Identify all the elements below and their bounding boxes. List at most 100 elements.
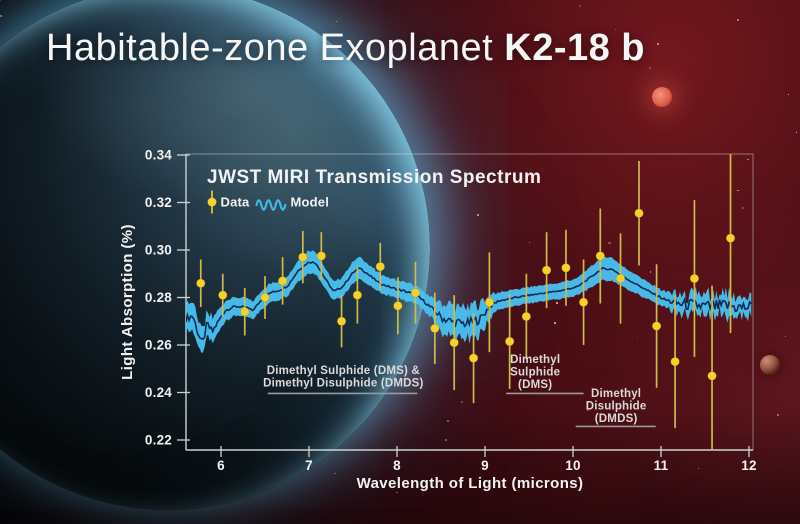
annotation-text: Sulphide <box>510 367 560 379</box>
star <box>477 213 480 216</box>
x-tick-label: 7 <box>305 458 313 473</box>
star <box>737 189 739 192</box>
data-point <box>505 336 515 347</box>
page-title-regular: Habitable-zone Exoplanet <box>46 27 494 69</box>
star <box>736 18 739 22</box>
star <box>460 401 463 404</box>
star <box>396 491 398 494</box>
x-tick-label: 8 <box>393 458 401 473</box>
data-point <box>430 323 440 333</box>
annotation-text: Dimethyl <box>510 354 560 366</box>
x-tick-label: 9 <box>481 458 489 473</box>
star <box>515 390 517 391</box>
legend-model-label: Model <box>291 195 330 210</box>
y-tick-label: 0.30 <box>145 243 172 258</box>
annotation-text: Dimethyl Disulphide (DMDS) <box>263 377 423 389</box>
y-ticks: 0.22 0.24 0.26 0.28 0.30 0.32 0.34 <box>145 148 190 448</box>
data-point <box>393 301 403 311</box>
page-title-bold: K2-18 b <box>504 27 646 69</box>
star <box>741 207 744 210</box>
data-point <box>352 290 363 300</box>
y-tick-label: 0.24 <box>145 385 172 400</box>
data-point <box>410 288 421 298</box>
data-point <box>689 273 700 284</box>
star <box>446 419 449 422</box>
data-point <box>468 353 479 363</box>
y-tick-label: 0.34 <box>145 148 172 163</box>
data-point <box>634 208 644 218</box>
y-tick-label: 0.22 <box>145 433 172 448</box>
data-point <box>615 273 626 284</box>
data-point <box>595 251 605 261</box>
x-ticks: 6 7 8 9 10 11 12 <box>217 446 757 473</box>
model-series <box>186 250 752 354</box>
small-red-planet <box>760 355 780 375</box>
star <box>788 94 789 96</box>
x-tick-label: 12 <box>741 458 756 473</box>
data-point <box>260 292 270 303</box>
data-point <box>651 321 662 331</box>
annotation: Dimethyl Sulphide (DMS) &Dimethyl Disulp… <box>263 365 423 395</box>
planet-k2-18b <box>0 0 430 510</box>
star <box>554 322 556 325</box>
legend-data-marker <box>207 197 217 207</box>
data-point <box>578 297 589 307</box>
x-tick-label: 6 <box>217 458 225 473</box>
star <box>614 29 616 31</box>
annotation-text: Disulphide <box>586 401 647 413</box>
data-point <box>278 276 288 286</box>
star <box>649 270 652 273</box>
star <box>0 0 1 1</box>
data-series <box>196 154 736 450</box>
star <box>587 409 589 411</box>
annotation-text: Dimethyl Sulphide (DMS) & <box>267 365 420 377</box>
star <box>785 335 787 337</box>
star <box>796 132 798 134</box>
data-point <box>336 316 347 326</box>
y-tick-label: 0.32 <box>145 195 172 210</box>
star <box>335 20 338 23</box>
star <box>657 43 660 46</box>
annotation-text: Dimethyl <box>591 388 641 400</box>
x-tick-label: 10 <box>565 458 580 473</box>
star <box>578 4 581 7</box>
annotation-text: (DMS) <box>518 379 552 391</box>
data-point <box>541 265 552 275</box>
data-point <box>375 262 385 272</box>
x-tick-label: 11 <box>654 458 669 473</box>
page-title: Habitable-zone Exoplanet K2-18 b <box>46 27 645 70</box>
data-point <box>240 307 250 317</box>
data-point <box>316 251 326 261</box>
red-dwarf-star <box>652 87 672 107</box>
x-axis-title: Wavelength of Light (microns) <box>357 475 584 492</box>
star <box>528 241 530 243</box>
star <box>608 241 611 245</box>
data-point <box>521 311 531 322</box>
star <box>648 67 651 70</box>
data-point <box>670 357 680 367</box>
data-point <box>484 297 495 307</box>
chart-title: JWST MIRI Transmission Spectrum <box>207 167 541 188</box>
data-point <box>449 338 459 348</box>
star <box>334 472 336 474</box>
data-point <box>218 290 228 300</box>
star <box>698 467 700 469</box>
model-band <box>186 250 752 354</box>
data-point <box>561 263 571 273</box>
data-point <box>298 252 308 262</box>
star <box>555 301 559 305</box>
star <box>636 336 639 339</box>
star <box>444 439 447 441</box>
annotation-text: (DMDS) <box>595 413 638 425</box>
data-point <box>196 278 206 288</box>
data-point <box>707 371 717 381</box>
legend-model-squiggle-icon <box>255 199 287 211</box>
star <box>777 413 780 416</box>
y-axis-title: Light Absorption (%) <box>119 224 136 380</box>
chart-legend: Data Model <box>207 190 330 214</box>
